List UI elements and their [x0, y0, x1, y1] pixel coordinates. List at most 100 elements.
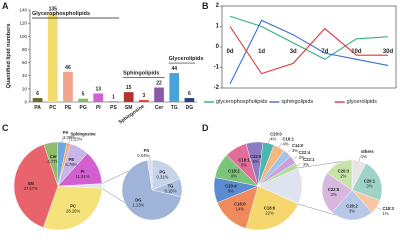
x-tick-label: 7d [321, 49, 328, 55]
slice-value: 22% [265, 211, 274, 216]
x-tick-label: SM [125, 105, 133, 111]
panel-label: B [202, 1, 209, 11]
slice-value: 0.04% [137, 153, 149, 158]
slice [13, 144, 59, 228]
line [229, 26, 388, 75]
legend-label: glycerophospholipids [216, 99, 268, 105]
slice-label: PI [81, 169, 85, 174]
slice-label: C18:2 [228, 168, 240, 173]
slice-value: 4% [283, 141, 289, 146]
y-tick-label: -2 [214, 85, 220, 91]
slice-value: 8% [241, 163, 247, 168]
sub-slice [351, 163, 383, 201]
slice-label: C22:1 [303, 157, 315, 162]
slice-label: C20:1 [364, 178, 376, 183]
x-tick-label: PC [49, 105, 56, 111]
slice-value: 1.13% [132, 203, 144, 208]
slice-label: C18:1 [238, 158, 250, 163]
leader-line [376, 206, 381, 211]
panel-label: C [2, 123, 9, 133]
slice-label: C20:3 [338, 169, 350, 174]
slice-label: DG [135, 198, 141, 203]
value-label: 22 [156, 81, 162, 87]
leader-line [359, 155, 361, 161]
group-label: Glycerophospholipids [32, 11, 90, 17]
leader-line [296, 162, 302, 166]
slice-value: 6% [253, 159, 259, 164]
bar [78, 98, 88, 102]
value-label: 13 [96, 86, 102, 92]
y-axis-label: Quantified lipid numbers [6, 24, 12, 89]
value-label: 1 [112, 94, 115, 100]
x-tick-label: 0d [226, 49, 233, 55]
x-tick-label: 30d [383, 49, 394, 55]
value-label: 5 [82, 92, 85, 98]
slice [257, 162, 299, 187]
value-label: 6 [188, 91, 191, 97]
y-tick-label: 0 [216, 44, 220, 50]
group-label: Glycerolipids [169, 56, 204, 62]
y-tick-label: 2 [216, 3, 220, 9]
slice-value: 2% [340, 174, 346, 179]
slice-value: 4.77% [47, 159, 59, 164]
slice-label: C20:4 [225, 184, 237, 189]
slice-value: 9% [231, 173, 237, 178]
slice-label: PG [159, 170, 165, 175]
slice-label: C18:3 [382, 206, 394, 211]
x-tick-label: PG [80, 105, 87, 111]
bar [93, 93, 104, 102]
slice-value: 3.39% [63, 135, 75, 140]
x-tick-label: 1d [258, 49, 265, 55]
leader-line [287, 149, 291, 154]
slice-value: 1% [361, 154, 367, 159]
sub-slice [331, 189, 373, 221]
value-label: 135 [49, 6, 58, 12]
sub-slice [327, 159, 353, 191]
leader-line [68, 138, 71, 144]
slice-value: 1.23% [70, 137, 82, 142]
slice-value: 0.16% [165, 189, 177, 194]
slice-label: TG [168, 184, 174, 189]
x-tick-label: PA [34, 105, 41, 111]
slice-label: C22:4 [299, 150, 311, 155]
y-tick-label: 20 [22, 86, 28, 91]
slice-label: PE [69, 157, 75, 162]
slice-value: 2% [303, 162, 309, 167]
panel-label: A [2, 1, 9, 11]
value-label: 3 [142, 93, 145, 99]
slice-label: C16:1 [283, 136, 295, 141]
x-tick-label: PI [96, 105, 101, 111]
slice-label: PS [144, 148, 150, 153]
slice-value: 3% [349, 209, 355, 214]
value-label: 44 [171, 66, 177, 72]
slice [245, 185, 299, 231]
slice-value: 0.31% [156, 175, 168, 180]
slice-value: 6.78% [65, 162, 77, 167]
sub-slice [147, 159, 153, 191]
slice-label: C20:0 [270, 131, 282, 136]
value-label: 6 [36, 91, 39, 97]
x-tick-label: PS [110, 105, 117, 111]
slice-label: C20:2 [346, 204, 358, 209]
slice-label: Sphingosine [70, 132, 96, 137]
value-label: 46 [65, 65, 71, 71]
leader-line [279, 142, 282, 148]
slice-value: 1% [382, 211, 388, 216]
y-tick-label: 40 [22, 73, 28, 78]
bar [32, 98, 43, 102]
slice-label: C22:5 [328, 187, 340, 192]
slice-label: SM [28, 181, 35, 186]
leader-line [268, 138, 270, 144]
leader-line [292, 156, 298, 160]
y-tick-label: 0 [24, 100, 27, 105]
bar [123, 92, 134, 102]
slice-label: C22:6 [250, 154, 262, 159]
value-label: 15 [126, 85, 132, 91]
y-tick-label: 80 [22, 47, 28, 52]
slice-value: 3% [299, 155, 305, 160]
x-tick-label: TG [171, 105, 178, 111]
slice-value: 3% [331, 192, 337, 197]
slice-value: 3% [366, 183, 372, 188]
x-tick-label: 10d [351, 49, 362, 55]
